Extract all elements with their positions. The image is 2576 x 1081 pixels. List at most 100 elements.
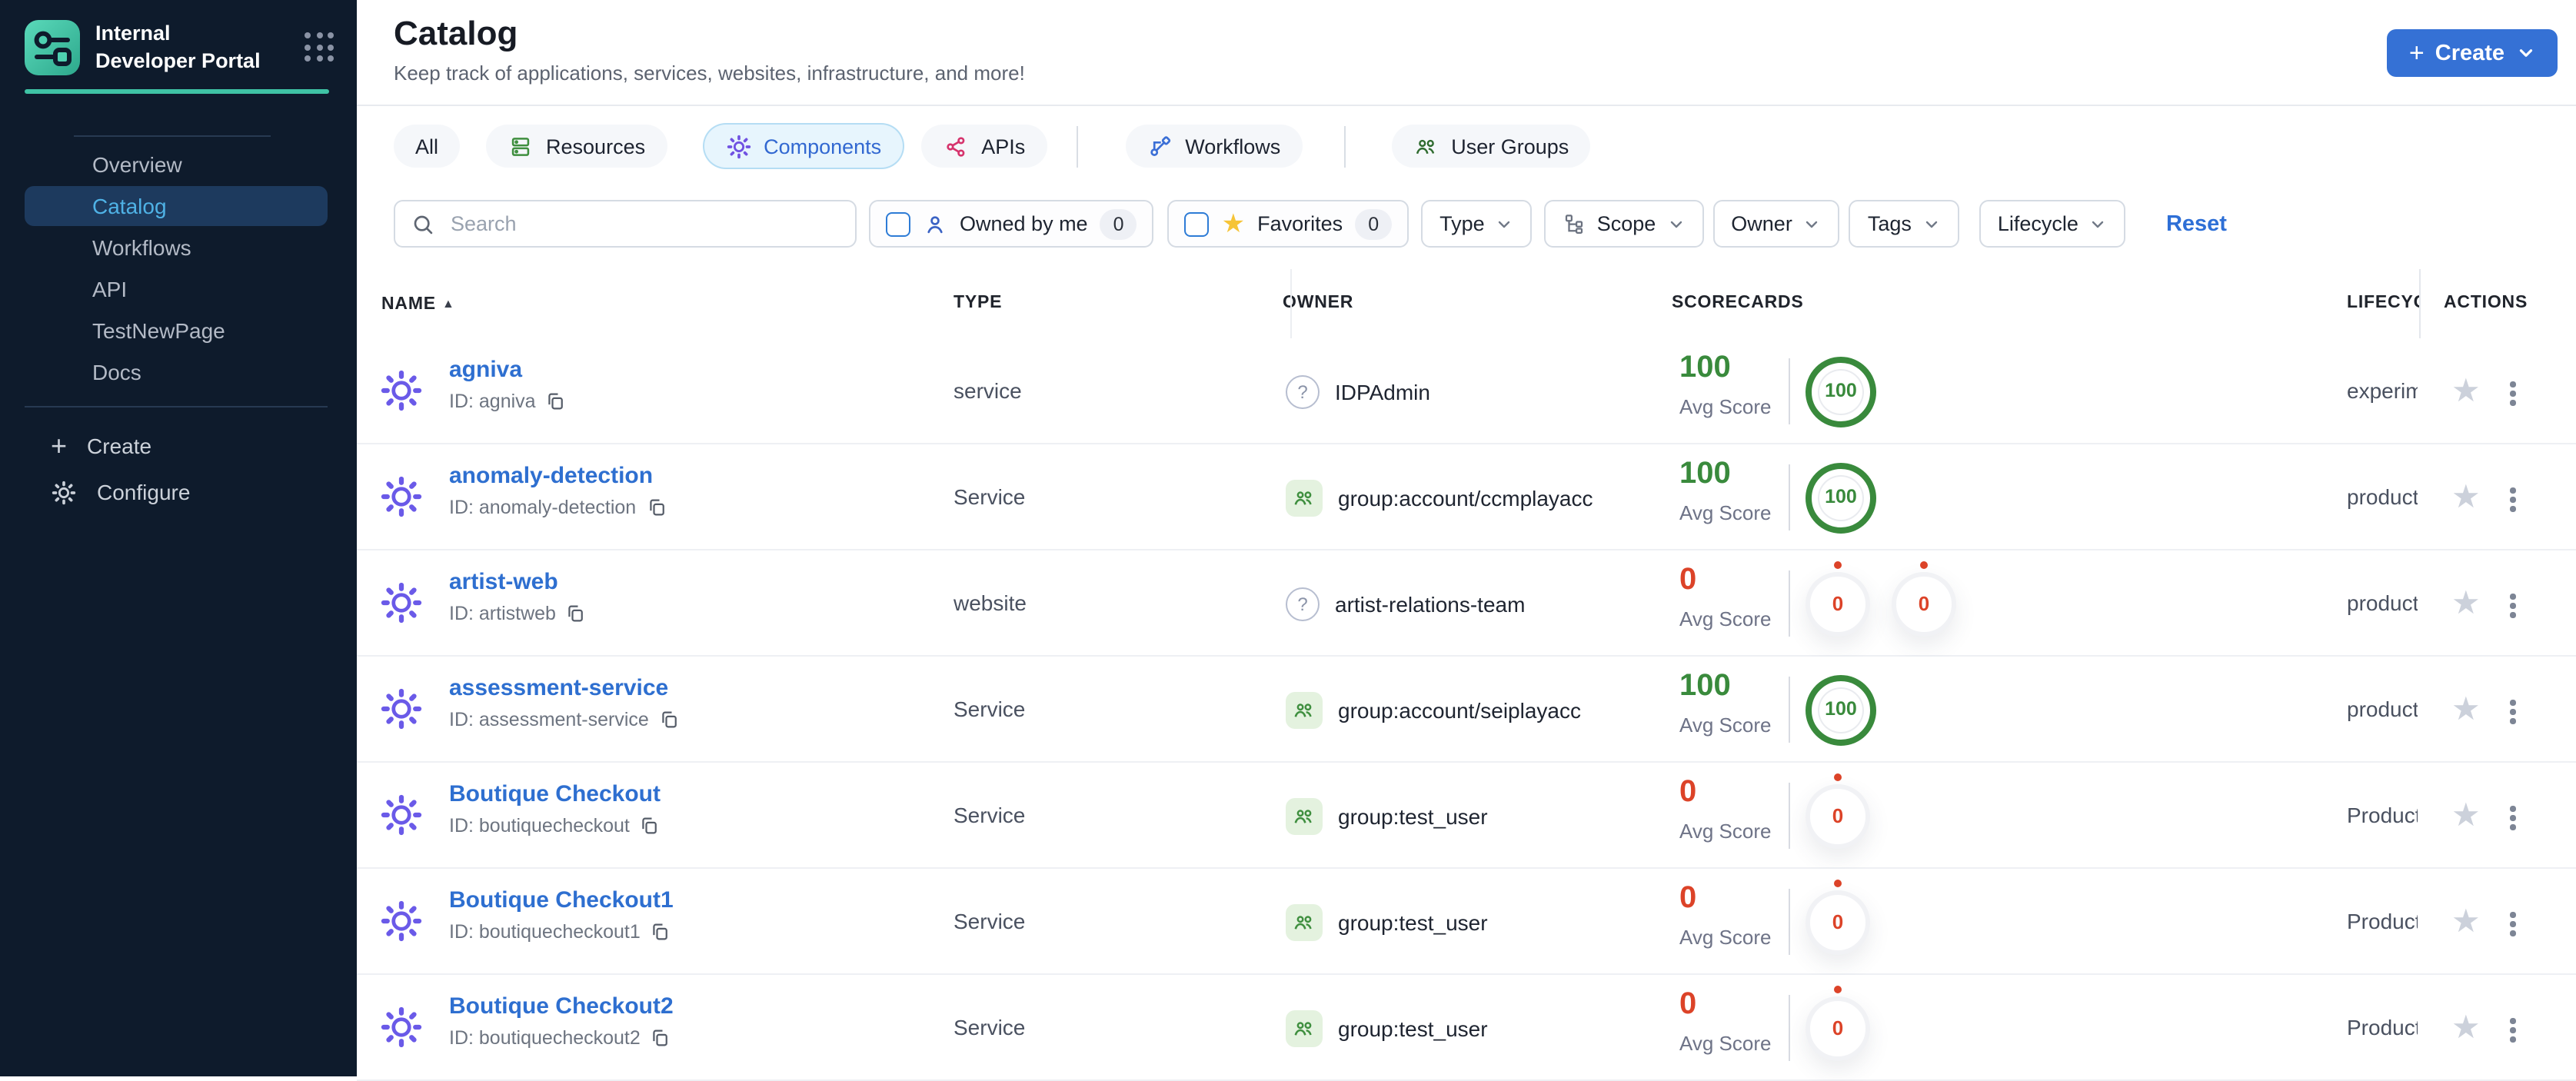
reset-filters-link[interactable]: Reset [2165,211,2227,236]
table-row[interactable]: Boutique Checkout1 ID: boutiquecheckout1… [357,869,2576,975]
favorite-star-icon[interactable]: ★ [2451,586,2481,621]
favorites-checkbox[interactable] [1184,211,1210,236]
type-cell: service [954,378,1022,403]
row-menu-icon[interactable] [2507,484,2518,514]
entity-id: ID: boutiquecheckout2 [449,1027,671,1049]
favorite-star-icon[interactable]: ★ [2451,1010,2481,1046]
avg-score-label: Avg Score [1679,820,1772,843]
score-divider [1789,995,1790,1061]
sidebar-item-workflows[interactable]: Workflows [92,235,191,260]
score-divider [1789,358,1790,424]
entity-name-link[interactable]: anomaly-detection [449,463,654,489]
scorecard-rings: 0 [1806,869,1870,975]
owner-name: group:test_user [1338,803,1488,828]
favorite-star-icon[interactable]: ★ [2451,480,2481,515]
unknown-owner-icon: ? [1286,587,1320,620]
entity-name-link[interactable]: artist-web [449,569,558,595]
owner-dropdown[interactable]: Owner [1712,200,1840,248]
table-row[interactable]: Boutique Checkout2 ID: boutiquecheckout2… [357,975,2576,1081]
tab-separator [1343,125,1346,167]
row-menu-icon[interactable] [2507,909,2518,939]
copy-icon[interactable] [650,1027,671,1049]
favorite-star-icon[interactable]: ★ [2451,374,2481,409]
tab-user-groups[interactable]: User Groups [1391,125,1591,168]
dropdown-label: Type [1439,212,1485,235]
row-menu-icon[interactable] [2507,378,2518,408]
type-cell: website [954,590,1027,615]
sidebar-item-api[interactable]: API [92,277,128,301]
copy-icon[interactable] [658,709,680,730]
tab-apis[interactable]: APIs [921,125,1047,168]
person-icon [923,211,947,236]
copy-icon[interactable] [565,603,587,624]
sidebar-item-docs[interactable]: Docs [92,360,141,384]
column-header-type: TYPE [954,294,1003,312]
favorite-star-icon[interactable]: ★ [2451,692,2481,727]
search-box[interactable] [394,200,857,248]
create-button[interactable]: + Create [2387,29,2558,77]
copy-icon[interactable] [639,815,661,837]
tab-resources[interactable]: Resources [486,125,667,168]
favorite-star-icon[interactable]: ★ [2451,798,2481,833]
row-menu-icon[interactable] [2507,803,2518,833]
sidebar-footer-divider [25,406,328,407]
avg-score-value: 0 [1679,881,1697,915]
sidebar-item-testnewpage[interactable]: TestNewPage [92,318,225,343]
owner-cell: ? group:test_user [1286,763,1488,869]
tab-all[interactable]: All [394,125,461,168]
tab-label: APIs [981,135,1026,158]
type-cell: Service [954,909,1026,933]
sidebar-create-button[interactable]: + Create [25,424,328,467]
entity-name-link[interactable]: agniva [449,357,523,383]
filter-bar: Owned by me 0 ★ Favorites 0 Type [394,200,2227,248]
favorites-filter[interactable]: ★ Favorites 0 [1167,200,1409,248]
row-menu-icon[interactable] [2507,590,2518,620]
row-menu-icon[interactable] [2507,697,2518,727]
component-gear-icon [378,474,424,520]
entity-id-text: ID: anomaly-detection [449,497,637,518]
chevron-down-icon [2089,215,2108,233]
row-menu-icon[interactable] [2507,1015,2518,1045]
sidebar-item-overview[interactable]: Overview [92,152,182,177]
column-header-actions: ACTIONS [2444,294,2528,312]
main-content: Catalog Keep track of applications, serv… [357,0,2576,1081]
tab-components[interactable]: Components [704,125,904,168]
apps-grid-icon[interactable] [305,32,335,63]
sidebar-item-catalog[interactable]: Catalog [25,186,328,226]
entity-name-link[interactable]: Boutique Checkout [449,781,661,807]
column-header-lifecycle: LIFECYCLE [2347,294,2419,312]
copy-icon[interactable] [545,391,567,412]
owned-by-me-checkbox[interactable] [886,211,910,236]
chevron-down-icon [1496,215,1514,233]
column-header-name[interactable]: NAME ▲ [381,295,455,314]
copy-icon[interactable] [645,497,667,518]
tags-dropdown[interactable]: Tags [1849,200,1959,248]
type-cell: Service [954,484,1026,509]
scorecard-rings: 100 [1806,338,1876,444]
table-row[interactable]: Boutique Checkout ID: boutiquecheckout S… [357,763,2576,869]
entity-name-link[interactable]: assessment-service [449,675,669,701]
table-row[interactable]: assessment-service ID: assessment-servic… [357,657,2576,763]
tab-workflows[interactable]: Workflows [1125,125,1303,168]
copy-icon[interactable] [650,921,671,943]
entity-name-link[interactable]: Boutique Checkout1 [449,887,674,913]
table-row[interactable]: anomaly-detection ID: anomaly-detection … [357,444,2576,550]
sidebar-configure-button[interactable]: Configure [25,471,328,514]
favorite-star-icon[interactable]: ★ [2451,904,2481,940]
type-dropdown[interactable]: Type [1421,200,1533,248]
table-row[interactable]: agniva ID: agniva service ? IDPAdmin [357,338,2576,444]
entity-id: ID: boutiquecheckout [449,815,661,837]
scope-dropdown[interactable]: Scope [1544,200,1704,248]
table-row[interactable]: artist-web ID: artistweb website ? artis… [357,550,2576,657]
group-owner-icon [1286,797,1323,834]
avg-score-value: 0 [1679,775,1697,809]
entity-name-link[interactable]: Boutique Checkout2 [449,993,674,1019]
lifecycle-dropdown[interactable]: Lifecycle [1979,200,2126,248]
owned-by-me-filter[interactable]: Owned by me 0 [869,200,1154,248]
group-owner-icon [1286,1009,1323,1046]
search-input[interactable] [448,211,840,237]
owned-by-me-label: Owned by me [960,212,1088,235]
component-gear-icon [378,1004,424,1050]
app-logo [25,20,80,75]
